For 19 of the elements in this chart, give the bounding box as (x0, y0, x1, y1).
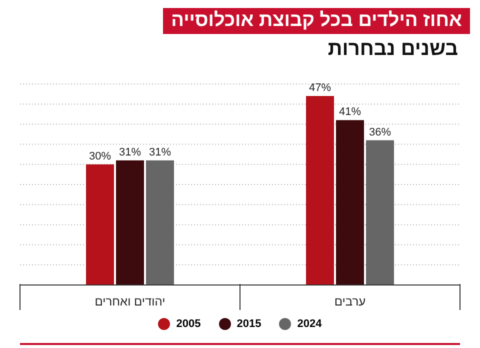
bar (146, 160, 174, 285)
data-label: 36% (368, 126, 392, 138)
legend-label: 2005 (176, 318, 201, 330)
data-label: 31% (148, 146, 172, 158)
legend-label: 2024 (297, 318, 322, 330)
bar (366, 140, 394, 285)
bar (86, 164, 114, 285)
legend-label: 2015 (236, 318, 262, 330)
chart-subtitle: בשנים נבחרות (328, 38, 458, 61)
x-tick-label: יהודים ואחרים (94, 294, 166, 309)
x-tick-label: ערבים (334, 294, 366, 309)
data-label: 31% (118, 146, 142, 158)
bar (336, 120, 364, 285)
bar (306, 96, 334, 285)
data-label: 41% (338, 106, 362, 118)
data-label: 47% (308, 82, 332, 94)
bar (116, 160, 144, 285)
data-label: 30% (88, 150, 112, 162)
chart-title: אחוז הילדים בכל קבוצת אוכלוסייה (163, 8, 470, 34)
